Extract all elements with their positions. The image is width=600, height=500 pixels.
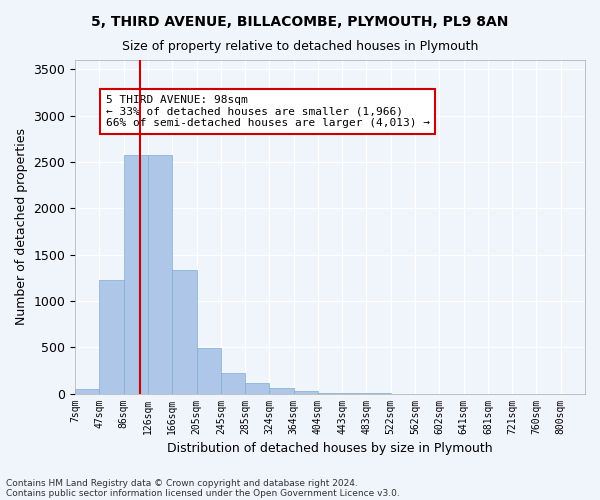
Bar xyxy=(75,389,100,394)
Bar xyxy=(172,270,197,394)
Text: Contains public sector information licensed under the Open Government Licence v3: Contains public sector information licen… xyxy=(6,488,400,498)
Bar xyxy=(269,388,293,394)
Bar xyxy=(124,154,148,394)
Bar xyxy=(318,392,342,394)
Bar xyxy=(148,155,172,394)
Bar xyxy=(197,348,221,394)
Text: Size of property relative to detached houses in Plymouth: Size of property relative to detached ho… xyxy=(122,40,478,53)
Bar xyxy=(100,280,124,394)
Bar xyxy=(293,391,318,394)
Y-axis label: Number of detached properties: Number of detached properties xyxy=(15,128,28,326)
Text: 5, THIRD AVENUE, BILLACOMBE, PLYMOUTH, PL9 8AN: 5, THIRD AVENUE, BILLACOMBE, PLYMOUTH, P… xyxy=(91,15,509,29)
Bar xyxy=(245,383,269,394)
Text: Contains HM Land Registry data © Crown copyright and database right 2024.: Contains HM Land Registry data © Crown c… xyxy=(6,478,358,488)
Text: 5 THIRD AVENUE: 98sqm
← 33% of detached houses are smaller (1,966)
66% of semi-d: 5 THIRD AVENUE: 98sqm ← 33% of detached … xyxy=(106,95,430,128)
X-axis label: Distribution of detached houses by size in Plymouth: Distribution of detached houses by size … xyxy=(167,442,493,455)
Bar xyxy=(221,373,245,394)
